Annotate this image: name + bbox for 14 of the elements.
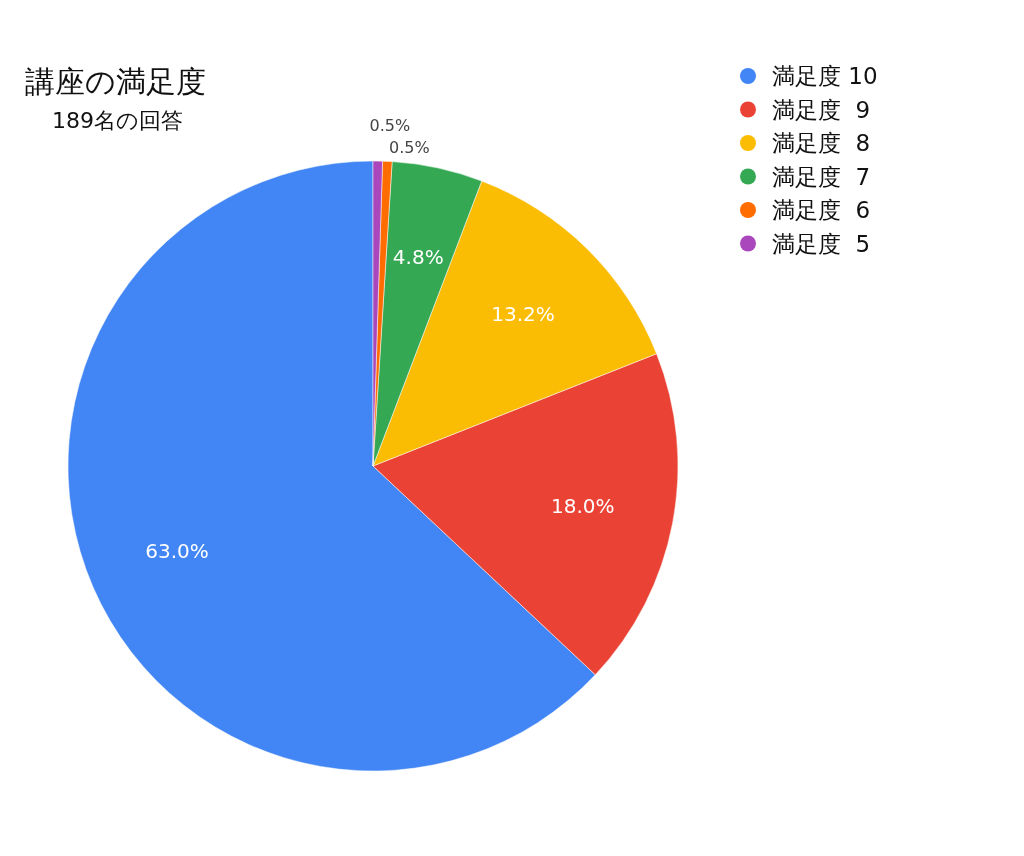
data-label: 0.5%: [369, 115, 411, 135]
data-label: 0.5%: [389, 137, 430, 157]
legend-label: 満足度 10: [772, 63, 878, 90]
legend-label: 満足度 9: [772, 96, 871, 123]
legend-label: 満足度 6: [772, 197, 871, 224]
data-label: 4.8%: [392, 245, 444, 270]
data-label: 13.2%: [491, 302, 555, 327]
legend-label: 満足度 7: [772, 163, 871, 190]
legend-label: 満足度 8: [772, 130, 871, 157]
data-label: 18.0%: [550, 494, 615, 519]
chart-title: 講座の満足度: [25, 64, 206, 99]
legend-label: 満足度 5: [772, 230, 871, 257]
data-label: 63.0%: [145, 538, 209, 563]
text: 189名の回答: [52, 108, 183, 133]
